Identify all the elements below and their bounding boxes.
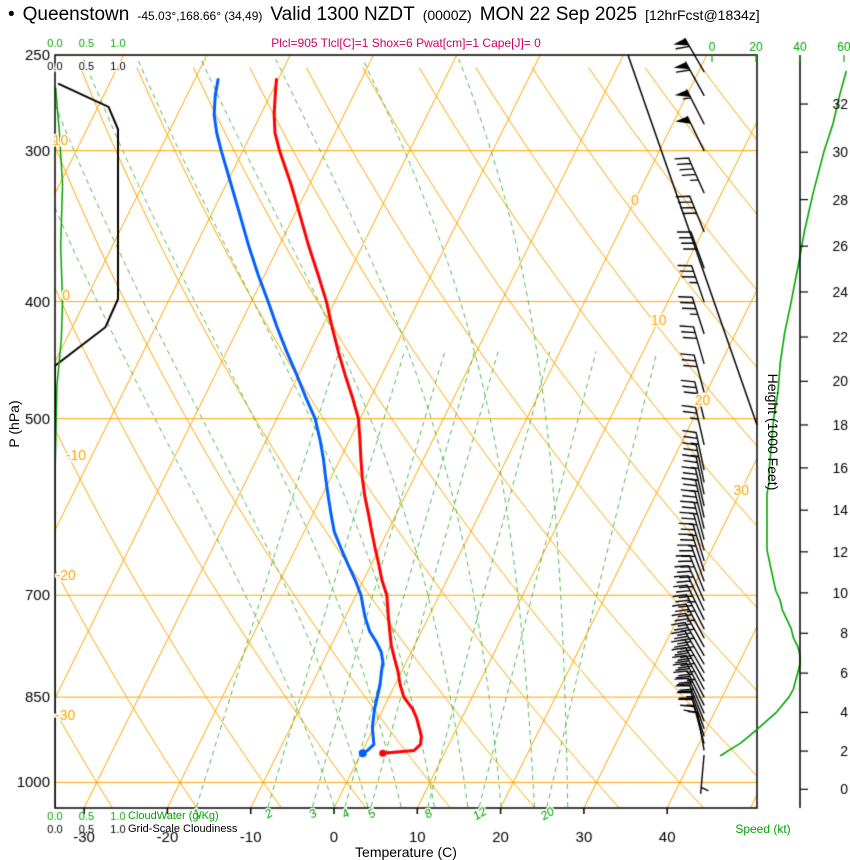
pressure-axis-label: P (hPa) [6, 400, 22, 448]
station-bullet-icon: • [8, 4, 15, 25]
speed-axis-label: Speed (kt) [735, 822, 791, 836]
chart-title: • Queenstown -45.03°,168.66° (34,49) Val… [8, 4, 760, 26]
cloudiness-axis-label: Grid-Scale Cloudiness [128, 823, 238, 835]
height-axis-label: Height (1000 Feet) [765, 373, 781, 491]
station-coords: -45.03°,168.66° (34,49) [137, 9, 263, 23]
valid-date: MON 22 Sep 2025 [479, 4, 638, 25]
forecast-tag: [12hrFcst@1834z] [645, 7, 760, 23]
valid-time: Valid 1300 NZDT [270, 4, 415, 25]
cloudwater-axis-label: CloudWater (g/Kg) [128, 810, 219, 822]
temperature-axis-label: Temperature (C) [355, 844, 457, 860]
stability-params-line: Plcl=905 Tlcl[C]=1 Shox=6 Pwat[cm]=1 Cap… [271, 36, 541, 50]
station-name: Queenstown [22, 4, 130, 25]
valid-utc: (0000Z) [422, 7, 472, 23]
